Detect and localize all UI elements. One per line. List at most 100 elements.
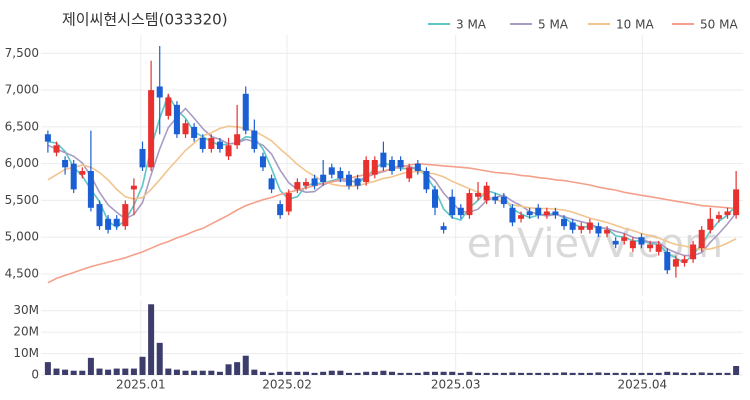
- candle-body: [664, 251, 671, 271]
- volume-bar: [380, 370, 387, 375]
- volume-bar: [655, 372, 662, 375]
- candle-body: [44, 134, 51, 142]
- candle-body: [388, 159, 396, 172]
- volume-bar: [440, 371, 447, 375]
- candle-body: [423, 171, 430, 190]
- volume-bar: [191, 370, 198, 375]
- candle-body: [53, 145, 60, 153]
- volume-bar: [406, 372, 413, 375]
- volume-bar: [122, 368, 129, 375]
- candle-body: [655, 244, 662, 252]
- candle-body: [543, 211, 550, 216]
- volume-bar: [53, 368, 60, 375]
- candle-body: [225, 145, 232, 157]
- volume-bar: [543, 372, 550, 375]
- volume-bar: [70, 370, 77, 375]
- volume-bar: [509, 372, 516, 375]
- candle-body: [707, 218, 714, 230]
- volume-bar: [208, 370, 215, 375]
- candle-body: [208, 137, 215, 149]
- volume-bar: [148, 304, 155, 375]
- volume-bar: [457, 372, 464, 375]
- volume-bar: [139, 356, 146, 375]
- candle-body: [199, 137, 206, 149]
- candle-body: [698, 229, 705, 249]
- candle-body: [277, 204, 284, 216]
- y-tick-label: 7,500: [5, 46, 39, 60]
- candle-body: [156, 86, 163, 98]
- candle-body: [165, 97, 172, 116]
- candle-body: [449, 196, 456, 216]
- volume-bar: [672, 372, 679, 375]
- candle-body: [320, 174, 327, 183]
- candle-body: [182, 123, 189, 135]
- volume-bar: [234, 362, 241, 375]
- volume-bar: [337, 370, 344, 375]
- volume-bar: [113, 368, 120, 375]
- volume-bar: [285, 371, 292, 375]
- legend-label: 3 MA: [456, 18, 487, 32]
- volume-bar: [552, 372, 559, 375]
- candle-body: [345, 174, 352, 186]
- volume-bar: [44, 362, 51, 375]
- y-tick-label: 6,000: [5, 156, 39, 170]
- volume-tick-label: 30M: [13, 303, 39, 317]
- candle-body: [578, 226, 585, 230]
- candle-body: [130, 185, 137, 190]
- volume-bar: [715, 372, 722, 375]
- y-tick-label: 5,500: [5, 193, 39, 207]
- candle-body: [259, 156, 266, 168]
- candle-body: [621, 237, 628, 241]
- volume-bar: [388, 371, 396, 375]
- volume-bar: [423, 371, 430, 375]
- volume-bar: [294, 371, 301, 375]
- candle-body: [337, 171, 344, 179]
- volume-bar: [561, 372, 568, 375]
- volume-bar: [363, 371, 370, 375]
- volume-bar: [595, 372, 602, 375]
- ma-line: [47, 125, 737, 251]
- volume-bar: [578, 372, 585, 375]
- volume-bar: [518, 372, 525, 375]
- candle-body: [552, 211, 559, 216]
- candle-body: [604, 229, 611, 234]
- candle-body: [285, 193, 292, 212]
- volume-bar: [320, 371, 327, 375]
- candle-body: [363, 159, 370, 183]
- volume-bar: [414, 372, 421, 375]
- candle-body: [432, 189, 439, 208]
- volume-bar: [449, 371, 456, 375]
- volume-bar: [277, 371, 284, 375]
- x-tick-label: 2025.03: [431, 378, 481, 392]
- candle-body: [113, 218, 120, 227]
- volume-bar: [199, 370, 206, 375]
- candle-body: [406, 167, 413, 179]
- volume-bar: [638, 372, 645, 375]
- volume-bar: [466, 371, 473, 375]
- legend-label: 5 MA: [538, 18, 569, 32]
- volume-bar: [397, 372, 404, 375]
- candle-body: [475, 193, 482, 197]
- candle-body: [518, 215, 525, 219]
- candle-body: [79, 171, 86, 175]
- volume-bar: [604, 372, 611, 375]
- candle-body: [526, 211, 533, 216]
- volume-bar: [165, 368, 172, 375]
- volume-bar: [302, 371, 309, 375]
- volume-bar: [500, 372, 507, 375]
- volume-bar: [354, 372, 361, 375]
- volume-bar: [311, 372, 318, 375]
- legend-label: 50 MA: [700, 18, 738, 32]
- volume-bar: [328, 370, 335, 375]
- candle-body: [483, 185, 490, 201]
- volume-bar: [242, 355, 249, 375]
- candle-body: [647, 244, 654, 249]
- volume-bar: [724, 372, 731, 375]
- candle-body: [492, 196, 499, 201]
- candle-body: [139, 148, 146, 168]
- candle-body: [302, 182, 309, 186]
- candle-body: [414, 163, 421, 172]
- volume-tick-label: 0: [31, 368, 39, 382]
- candle-body: [681, 259, 688, 263]
- volume-bar: [483, 372, 490, 375]
